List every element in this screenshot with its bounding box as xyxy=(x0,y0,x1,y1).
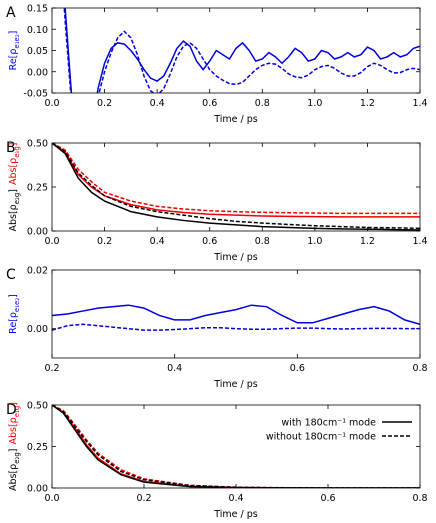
y-label-text: Abs[ρ xyxy=(8,417,19,444)
series-line xyxy=(64,8,420,93)
x-tick-label: 0.8 xyxy=(412,363,427,374)
y-tick-label: 0.50 xyxy=(27,139,48,150)
y-label-text: Abs[ρ xyxy=(8,204,19,231)
panel-label: D xyxy=(6,402,17,418)
x-tick-label: 0.2 xyxy=(136,493,151,504)
y-label-sub: e₁g xyxy=(13,406,21,418)
x-tick-label: 1.2 xyxy=(360,98,375,109)
legend-label: with 180cm⁻¹ mode xyxy=(281,418,376,429)
y-tick-label: 0.00 xyxy=(27,67,48,78)
x-tick-label: 0.8 xyxy=(255,98,270,109)
y-tick-label: -0.05 xyxy=(23,89,48,100)
y-tick-label: 0.00 xyxy=(27,484,48,495)
y-label-sub: e₁g xyxy=(13,146,21,158)
x-tick-label: 0.6 xyxy=(202,236,217,247)
panel-label: B xyxy=(6,140,16,156)
y-label-sub: e₁e₂ xyxy=(13,298,21,312)
plot-frame xyxy=(51,269,421,359)
x-tick-label: 1.4 xyxy=(412,98,427,109)
plot-frame xyxy=(51,142,421,232)
x-tick-label: 0.4 xyxy=(150,98,165,109)
x-tick-label: 0.0 xyxy=(44,98,59,109)
x-tick-label: 0.2 xyxy=(97,98,112,109)
x-axis-label: Time / ps xyxy=(213,379,258,390)
series-line xyxy=(52,323,420,331)
panel-label: C xyxy=(6,267,16,283)
y-label-end: ] xyxy=(8,143,19,147)
y-label-sub: e₂g xyxy=(13,452,21,464)
x-axis-label: Time / ps xyxy=(213,114,258,125)
y-tick-label: 0.25 xyxy=(27,183,48,194)
series-line xyxy=(52,143,420,215)
x-axis-label: Time / ps xyxy=(213,252,258,263)
panel-label: A xyxy=(6,5,16,21)
x-tick-label: 0.4 xyxy=(167,363,182,374)
series-line xyxy=(52,304,420,325)
y-label-sub: e₁e₂ xyxy=(13,34,21,48)
y-label-text: Re[ρ xyxy=(8,312,19,334)
x-tick-label: 1.4 xyxy=(412,236,427,247)
y-tick-label: 0.02 xyxy=(27,266,48,277)
x-axis-label: Time / ps xyxy=(213,509,258,520)
x-tick-label: 1.0 xyxy=(307,236,322,247)
y-tick-label: 0.10 xyxy=(27,25,48,36)
y-tick-label: 0.50 xyxy=(27,401,48,412)
x-tick-label: 0.4 xyxy=(228,493,243,504)
legend-label: without 180cm⁻¹ mode xyxy=(266,432,376,443)
y-label-end: ] xyxy=(8,402,19,406)
x-tick-label: 0.0 xyxy=(44,493,59,504)
y-label-text: Abs[ρ xyxy=(8,158,19,185)
y-label-text: Abs[ρ xyxy=(8,464,19,491)
y-axis-label: Abs[ρe₂g]Abs[ρe₁g] xyxy=(8,402,21,491)
x-tick-label: 0.4 xyxy=(150,236,165,247)
x-tick-label: 0.0 xyxy=(44,236,59,247)
x-tick-label: 0.8 xyxy=(412,493,427,504)
series-line xyxy=(52,143,420,231)
y-label-text: Re[ρ xyxy=(8,49,19,71)
x-tick-label: 1.2 xyxy=(360,236,375,247)
series-line xyxy=(63,8,420,93)
x-tick-label: 0.6 xyxy=(202,98,217,109)
y-label-end: ] xyxy=(8,189,19,193)
y-label-end: ] xyxy=(8,449,19,453)
x-tick-label: 0.2 xyxy=(44,363,59,374)
y-axis-label: Abs[ρe₂g]Abs[ρe₁g] xyxy=(8,143,21,232)
plot-frame xyxy=(51,404,421,489)
y-label-end: ] xyxy=(8,31,19,35)
y-axis-label: Re[ρe₁e₂] xyxy=(8,31,21,71)
series-line xyxy=(52,143,420,218)
plot-frame xyxy=(51,7,421,94)
x-tick-label: 0.6 xyxy=(320,493,335,504)
y-axis-label: Re[ρe₁e₂] xyxy=(8,294,21,334)
y-tick-label: 0.00 xyxy=(27,324,48,335)
x-tick-label: 0.6 xyxy=(290,363,305,374)
y-tick-label: 0.05 xyxy=(27,46,48,57)
y-label-end: ] xyxy=(8,294,19,298)
x-tick-label: 0.8 xyxy=(255,236,270,247)
x-tick-label: 1.0 xyxy=(307,98,322,109)
y-tick-label: 0.15 xyxy=(27,4,48,15)
y-tick-label: 0.00 xyxy=(27,227,48,238)
x-tick-label: 0.2 xyxy=(97,236,112,247)
series-line xyxy=(52,143,420,230)
y-tick-label: 0.25 xyxy=(27,442,48,453)
y-label-sub: e₂g xyxy=(13,193,21,205)
